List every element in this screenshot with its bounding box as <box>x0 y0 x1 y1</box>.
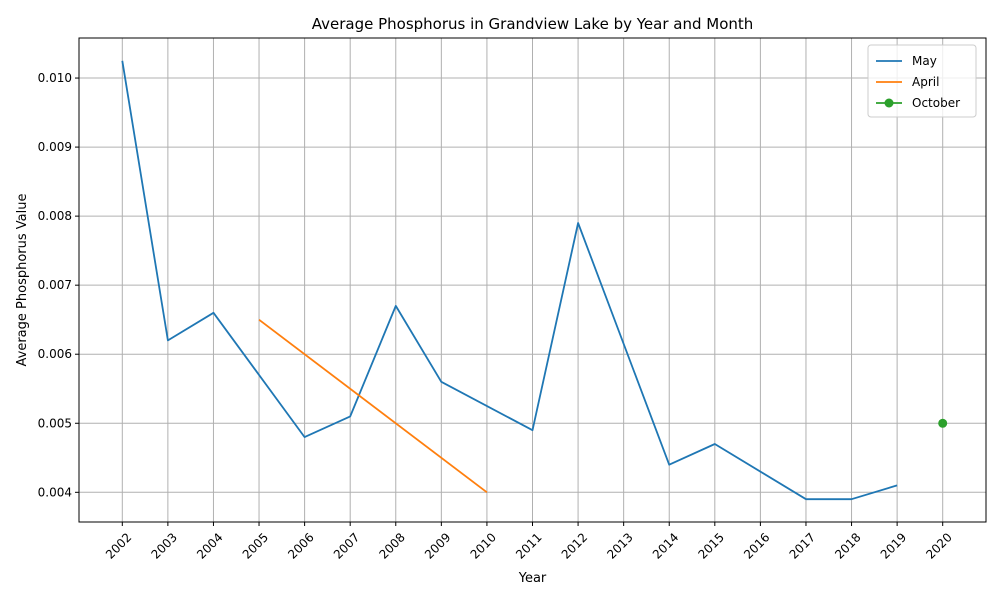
legend-label-may: May <box>912 54 937 68</box>
chart-title: Average Phosphorus in Grandview Lake by … <box>312 15 754 33</box>
y-tick-label: 0.008 <box>38 209 72 223</box>
y-tick-label: 0.010 <box>38 71 72 85</box>
y-tick-label: 0.007 <box>38 278 72 292</box>
legend-label-october: October <box>912 96 960 110</box>
x-tick-label: 2015 <box>695 530 726 561</box>
x-tick-label: 2002 <box>103 530 134 561</box>
data-point-october <box>938 418 948 428</box>
x-tick-label: 2008 <box>376 530 407 561</box>
x-tick-label: 2013 <box>604 530 635 561</box>
x-tick-label: 2009 <box>422 530 453 561</box>
legend-box <box>867 44 977 118</box>
x-tick-label: 2018 <box>832 530 863 561</box>
x-tick-label: 2020 <box>923 530 954 561</box>
legend-marker-october <box>884 98 894 108</box>
x-tick-label: 2016 <box>741 530 772 561</box>
x-axis-ticks: 2002 2003 2004 2005 2006 2007 2008 2009 2010 2011… <box>103 522 955 562</box>
x-tick-label: 2003 <box>149 530 180 561</box>
y-axis-title: Average Phosphorus Value <box>15 194 30 367</box>
y-tick-label: 0.004 <box>38 485 72 499</box>
x-tick-label: 2010 <box>468 530 499 561</box>
series-lines <box>121 60 948 501</box>
series-line-may <box>121 60 898 501</box>
x-tick-label: 2005 <box>240 530 271 561</box>
x-tick-label: 2014 <box>650 530 681 561</box>
y-tick-label: 0.006 <box>38 347 72 361</box>
x-tick-label: 2012 <box>559 530 590 561</box>
y-tick-label: 0.009 <box>38 140 72 154</box>
x-tick-label: 2019 <box>878 530 909 561</box>
y-tick-label: 0.005 <box>38 416 72 430</box>
x-tick-label: 2011 <box>513 530 544 561</box>
series-line-april <box>258 318 488 494</box>
x-tick-label: 2006 <box>285 530 316 561</box>
x-axis-title: Year <box>518 571 547 586</box>
grid-lines <box>79 38 986 522</box>
legend-label-april: April <box>912 75 939 89</box>
x-tick-label: 2017 <box>787 530 818 561</box>
x-tick-label: 2004 <box>194 530 225 561</box>
y-axis-ticks: 0.004 0.005 0.006 0.007 0.008 0.009 0.010 <box>38 71 79 499</box>
legend: May April October <box>867 44 977 118</box>
x-tick-label: 2007 <box>331 530 362 561</box>
